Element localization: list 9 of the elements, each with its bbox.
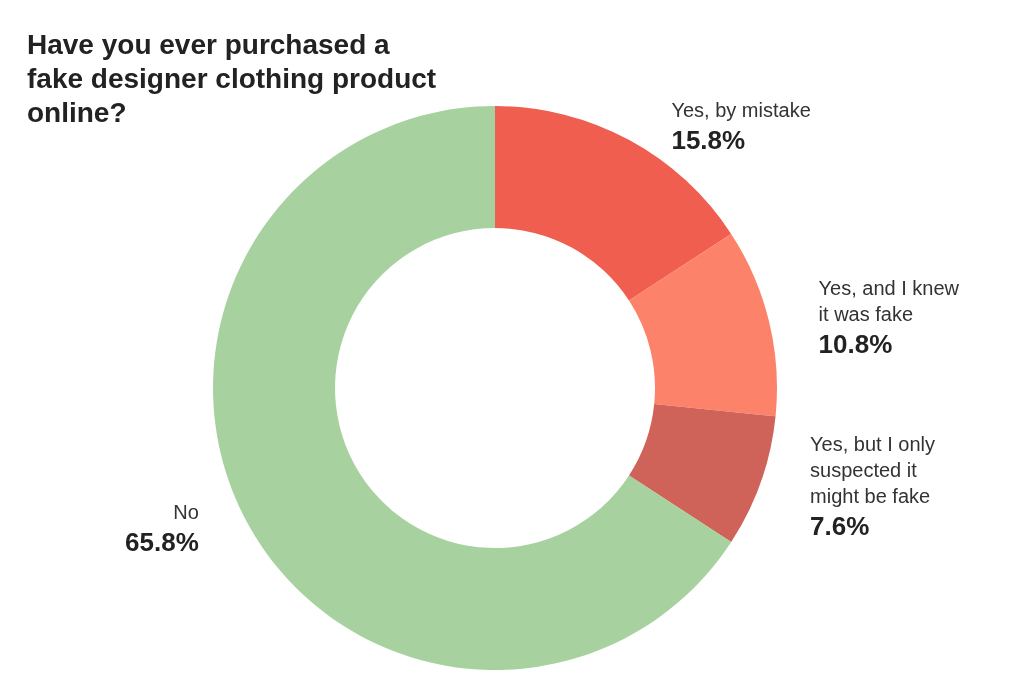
- slice-label: Yes, and I knew it was fake: [818, 276, 960, 325]
- slice-label: Yes, by mistake: [671, 98, 811, 121]
- data-label: 7.6%: [810, 510, 870, 541]
- slice-label: No: [173, 501, 199, 524]
- slice-label: Yes, but I only suspected it might be fake: [810, 432, 935, 507]
- chart-title: Have you ever purchased a fake designer clothing product online?: [27, 28, 444, 128]
- data-label: 15.8%: [671, 124, 746, 155]
- data-label: 65.8%: [125, 527, 199, 558]
- data-label: 10.8%: [818, 328, 893, 359]
